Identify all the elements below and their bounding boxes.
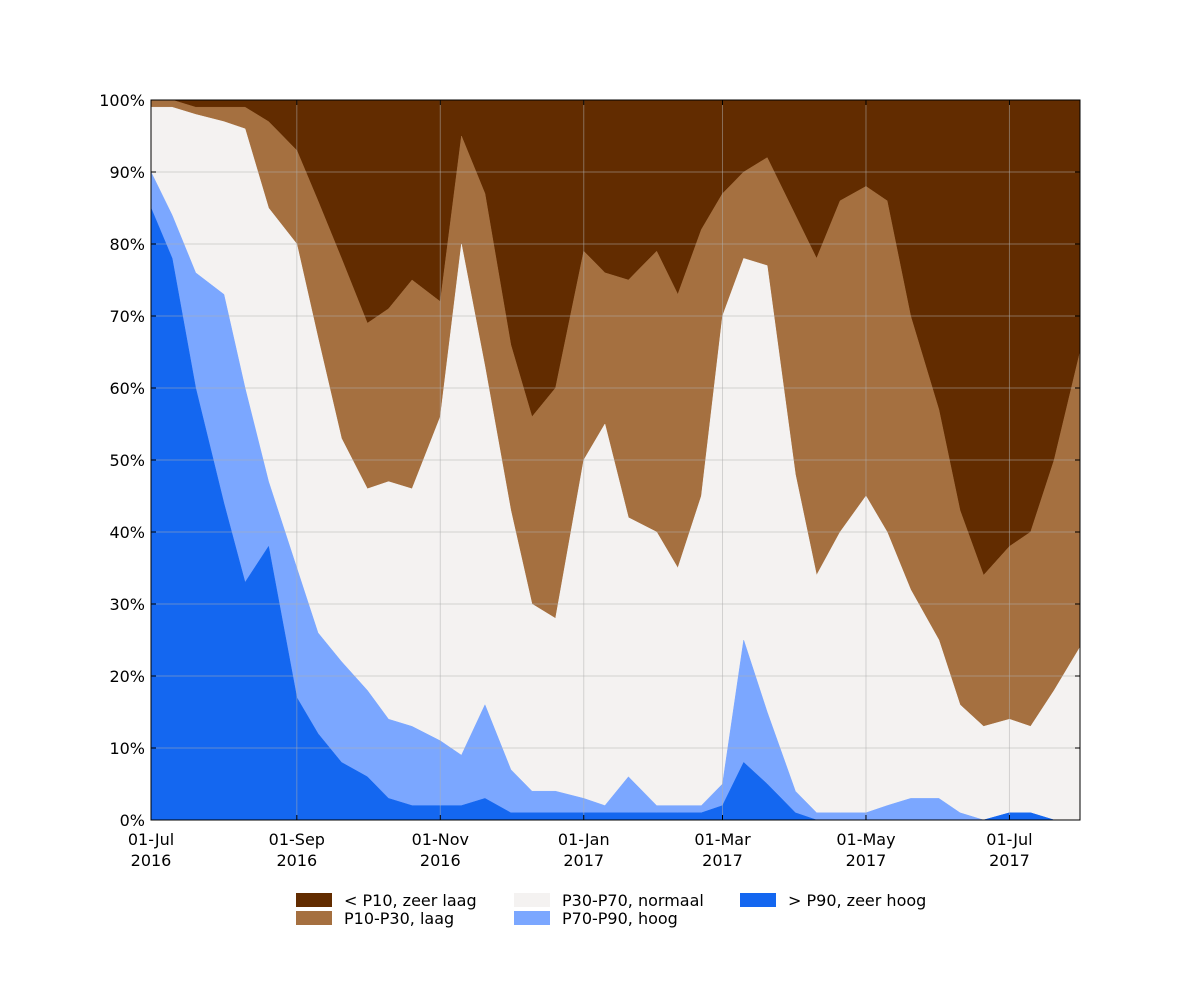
x-tick-year-label: 2017: [846, 851, 887, 870]
legend-swatch-very-high: [740, 893, 776, 907]
y-tick-label: 70%: [109, 307, 145, 326]
y-tick-label: 20%: [109, 667, 145, 686]
legend-label-very-high: > P90, zeer hoog: [788, 890, 927, 910]
legend-item-very-high: > P90, zeer hoog: [740, 890, 926, 910]
x-tick-label: 01-Jul: [128, 830, 174, 849]
legend-label-very-low: < P10, zeer laag: [344, 890, 477, 910]
legend-item-normal: P30-P70, normaal: [514, 890, 704, 910]
y-tick-label: 30%: [109, 595, 145, 614]
y-tick-label: 90%: [109, 163, 145, 182]
x-tick-year-label: 2016: [276, 851, 317, 870]
x-tick-label: 01-Jan: [558, 830, 610, 849]
y-tick-label: 40%: [109, 523, 145, 542]
y-tick-label: 0%: [120, 811, 145, 830]
x-tick-year-label: 2016: [131, 851, 172, 870]
x-tick-label: 01-Mar: [694, 830, 751, 849]
x-axis: 01-Jul 2016 01-Sep 2016 01-Nov 2016 01-Jan 2017…: [128, 100, 1033, 870]
x-tick-year-label: 2017: [563, 851, 604, 870]
legend-item-high: P70-P90, hoog: [514, 908, 678, 928]
y-tick-label: 50%: [109, 451, 145, 470]
x-tick-year-label: 2017: [989, 851, 1030, 870]
y-tick-label: 80%: [109, 235, 145, 254]
x-tick-label: 01-Sep: [269, 830, 325, 849]
legend: < P10, zeer laag P10-P30, laag P30-P70, …: [296, 888, 956, 932]
x-tick-label: 01-May: [836, 830, 895, 849]
legend-item-very-low: < P10, zeer laag: [296, 890, 477, 910]
legend-swatch-very-low: [296, 893, 332, 907]
y-tick-label: 100%: [99, 91, 145, 110]
legend-label-high: P70-P90, hoog: [562, 908, 678, 928]
legend-swatch-normal: [514, 893, 550, 907]
y-axis: 0% 10% 20% 30% 40% 50% 60% 70% 80% 90% 100%: [99, 91, 1080, 830]
legend-label-low: P10-P30, laag: [344, 908, 455, 928]
y-tick-label: 60%: [109, 379, 145, 398]
legend-swatch-low: [296, 911, 332, 925]
legend-item-low: P10-P30, laag: [296, 908, 454, 928]
legend-swatch-high: [514, 911, 550, 925]
x-tick-label: 01-Jul: [986, 830, 1032, 849]
x-tick-year-label: 2016: [420, 851, 461, 870]
y-tick-label: 10%: [109, 739, 145, 758]
chart: 0% 10% 20% 30% 40% 50% 60% 70% 80% 90% 100% 01-Jul…: [99, 91, 1081, 870]
x-tick-label: 01-Nov: [412, 830, 469, 849]
x-tick-year-label: 2017: [702, 851, 743, 870]
legend-label-normal: P30-P70, normaal: [562, 890, 704, 910]
